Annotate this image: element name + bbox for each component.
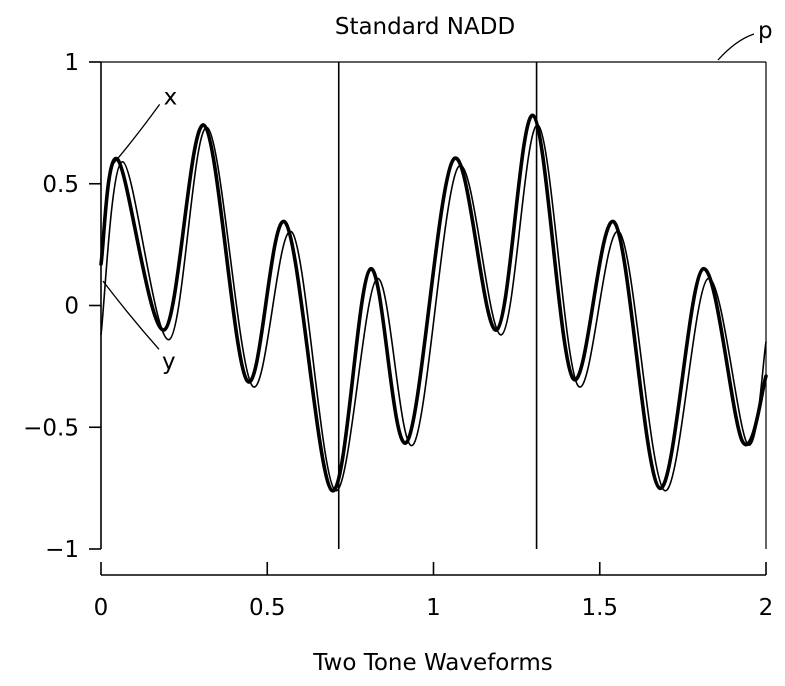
annotation-y-label: y <box>162 349 176 375</box>
annotation-x-label: x <box>164 84 178 110</box>
x-tick-label: 1.5 <box>581 595 618 621</box>
chart-title: Standard NADD <box>335 14 515 40</box>
x-tick-label: 1 <box>426 595 441 621</box>
y-tick-label: −0.5 <box>23 415 79 441</box>
series-y-line <box>100 124 767 492</box>
x-tick-label: 2 <box>759 595 774 621</box>
annotation-p-label: p <box>758 18 773 44</box>
x-axis-label: Two Tone Waveforms <box>312 650 552 676</box>
annotation-p-leader <box>717 33 755 61</box>
x-tick-label: 0 <box>94 595 109 621</box>
y-tick-label: 0 <box>64 294 79 320</box>
annotation-y-leader <box>102 280 160 350</box>
x-tick-label: 0.5 <box>249 595 286 621</box>
y-tick-label: 1 <box>64 50 79 76</box>
series-x-line <box>99 113 768 493</box>
annotation-x-leader <box>113 104 161 164</box>
y-tick-label: −1 <box>45 537 79 563</box>
y-tick-label: 0.5 <box>42 172 79 198</box>
